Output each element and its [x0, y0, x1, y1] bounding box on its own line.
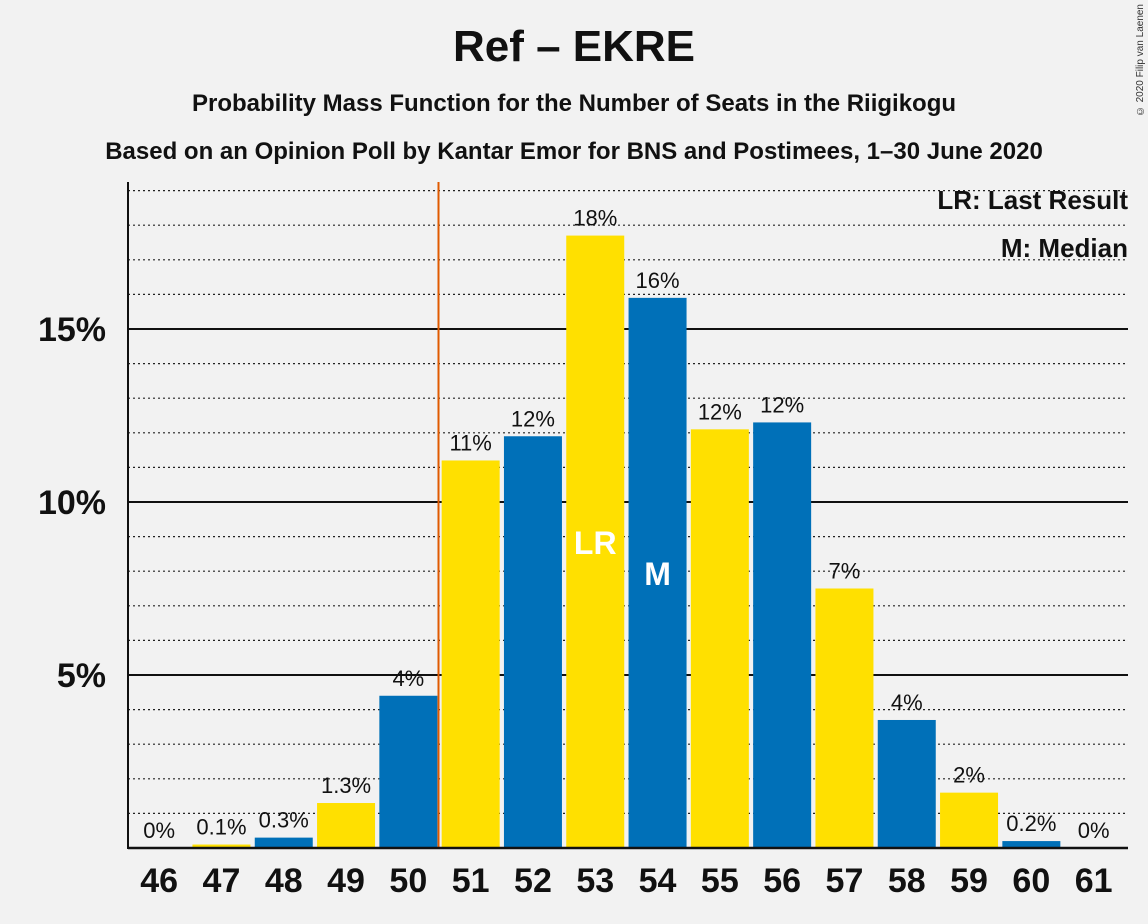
bar-value-label: 7% [829, 559, 861, 584]
bar-value-label: 16% [636, 268, 680, 293]
bar-seat-53 [566, 235, 625, 848]
x-tick-label: 50 [389, 862, 427, 900]
x-tick-label: 61 [1075, 862, 1113, 900]
x-tick-label: 46 [140, 862, 178, 900]
legend-entry: LR: Last Result [937, 185, 1128, 215]
x-tick-label: 59 [950, 862, 988, 900]
bar-value-label: 18% [573, 206, 617, 231]
bar-seat-60 [1002, 841, 1061, 848]
bar-value-label: 11% [449, 430, 491, 455]
bars-layer: 0% 0.1% 0.3% 1.3% 4% 11% 12% 18% LR 16% M 12% 12% 7% 4… [143, 206, 1110, 848]
bar-seat-49 [317, 803, 376, 848]
x-tick-label: 49 [327, 862, 365, 900]
legend-entry: M: Median [1001, 233, 1128, 263]
chart-subtitle: Probability Mass Function for the Number… [191, 90, 957, 117]
bar-seat-57 [815, 588, 874, 848]
bar-value-label: 2% [953, 763, 985, 788]
bar-value-label: 0.2% [1006, 811, 1056, 836]
bar-seat-48 [254, 837, 313, 848]
bar-seat-59 [940, 792, 999, 848]
bar-value-label: 0% [143, 818, 175, 843]
bar-seat-52 [503, 436, 562, 848]
axis-layer: 5% 10% 15% 46 47 48 49 50 51 52 53 54 55 56 57 58 59 60 61 [38, 182, 1128, 900]
bar-seat-50 [379, 695, 438, 848]
x-tick-label: 60 [1012, 862, 1050, 900]
bar-seat-56 [753, 422, 812, 848]
chart-title: Ref – EKRE [452, 22, 696, 71]
chart-source-subtitle: Based on an Opinion Poll by Kantar Emor … [105, 138, 1043, 165]
x-tick-label: 53 [576, 862, 614, 900]
bar-seat-58 [877, 719, 936, 848]
y-tick-label: 5% [57, 657, 106, 695]
bar-value-label: 12% [760, 392, 804, 417]
bar-value-label: 0% [1078, 818, 1110, 843]
x-tick-label: 56 [763, 862, 801, 900]
bar-value-label: 4% [392, 666, 424, 691]
bar-value-label: 12% [511, 406, 555, 431]
median-marker: M [644, 556, 671, 592]
bar-seat-51 [441, 460, 500, 848]
y-tick-label: 10% [38, 484, 106, 522]
bar-seat-55 [690, 429, 749, 848]
x-tick-label: 54 [639, 862, 677, 900]
x-tick-label: 51 [452, 862, 490, 900]
legend-layer: LR: Last Result M: Median [937, 185, 1128, 263]
bar-value-label: 0.1% [196, 815, 246, 840]
x-tick-label: 57 [826, 862, 864, 900]
bar-value-label: 0.3% [259, 808, 309, 833]
last-result-marker: LR [574, 525, 617, 561]
x-tick-label: 58 [888, 862, 926, 900]
bar-value-label: 4% [891, 690, 923, 715]
x-tick-label: 48 [265, 862, 303, 900]
bar-seat-47 [192, 844, 251, 848]
x-tick-label: 47 [203, 862, 241, 900]
bar-seat-54 [628, 297, 687, 848]
x-tick-label: 52 [514, 862, 552, 900]
bar-value-label: 1.3% [321, 773, 371, 798]
x-tick-label: 55 [701, 862, 739, 900]
grid-layer [128, 190, 1128, 815]
bar-value-label: 12% [698, 399, 742, 424]
y-tick-label: 15% [38, 311, 106, 349]
